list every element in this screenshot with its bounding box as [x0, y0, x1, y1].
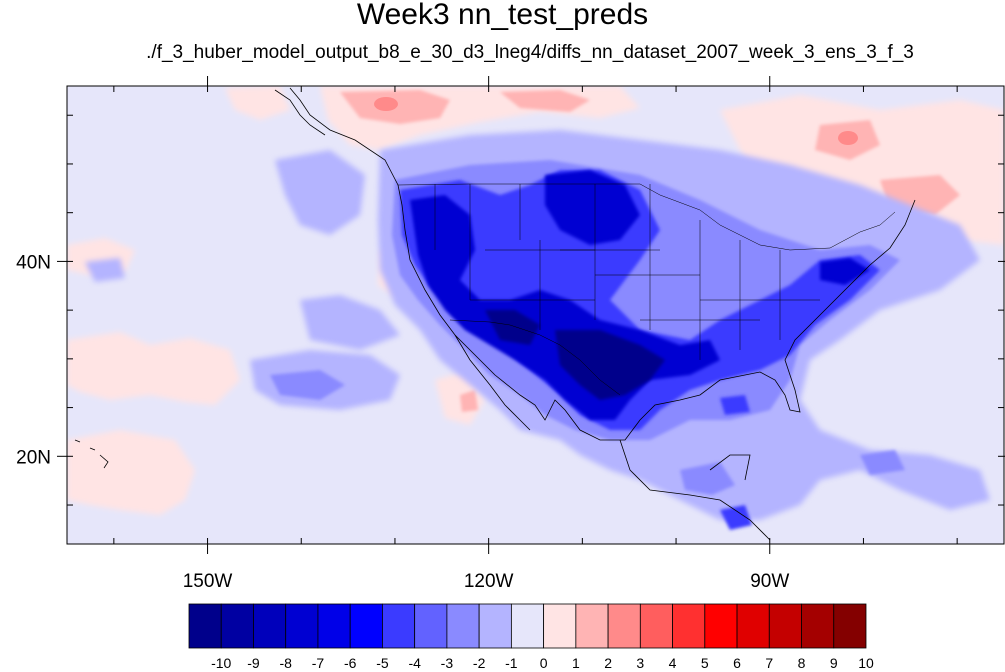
colorbar-swatch	[833, 603, 867, 649]
lon-tick-label: 120W	[464, 571, 514, 592]
colorbar-label: -5	[376, 655, 389, 671]
anomaly-peak	[374, 97, 398, 111]
colorbar-label: 8	[798, 655, 806, 671]
colorbar-label: 2	[604, 655, 612, 671]
colorbar-swatch	[446, 603, 480, 649]
anomaly-patch	[67, 332, 240, 405]
anomaly-patch	[270, 370, 345, 400]
colorbar-label: -3	[441, 655, 454, 671]
colorbar-label: 1	[572, 655, 580, 671]
colorbar-label: 0	[540, 655, 548, 671]
lon-tick-label: 150W	[183, 571, 233, 592]
colorbar-label: 5	[701, 655, 709, 671]
lat-tick-label: 40N	[16, 252, 51, 273]
axis-ticks: 150W 120W 90W 40N 20N	[16, 76, 1005, 592]
coastlines	[74, 87, 916, 541]
anomaly-patch	[500, 90, 590, 112]
colorbar-label: 4	[669, 655, 677, 671]
anomaly-patch	[275, 150, 365, 235]
mexico-gulf-coastline	[619, 439, 771, 541]
colorbar-label: 10	[858, 655, 874, 671]
alaska-coastline	[274, 89, 326, 136]
colorbar-label: -2	[473, 655, 486, 671]
anomaly-patch	[720, 505, 752, 530]
colorbar-label: -1	[505, 655, 518, 671]
colorbar-swatch	[414, 603, 448, 649]
colorbar: -10 -9 -8 -7 -6 -5 -4 -3 -2 -1 0 1 2 3 4 5 6 7 8 9 10	[188, 603, 874, 671]
colorbar-swatch	[607, 603, 641, 649]
anomaly-patch	[460, 390, 478, 412]
colorbar-swatch	[285, 603, 319, 649]
colorbar-swatch	[575, 603, 609, 649]
colorbar-label: 9	[830, 655, 838, 671]
colorbar-label: -4	[408, 655, 421, 671]
us-mexico-border	[449, 319, 621, 396]
hawaii-islands	[74, 439, 109, 469]
colorbar-label: 7	[765, 655, 773, 671]
colorbar-swatch	[672, 603, 706, 649]
colorbar-swatch	[510, 603, 545, 649]
anomaly-patch	[545, 170, 640, 245]
colorbar-swatch	[704, 603, 738, 649]
colorbar-label: -8	[279, 655, 292, 671]
us-canada-border	[397, 183, 896, 251]
anomaly-patch	[820, 258, 870, 285]
colorbar-swatch	[220, 603, 254, 649]
anomaly-peak	[838, 131, 858, 145]
colorbar-swatch	[188, 603, 222, 649]
colorbar-label: -9	[247, 655, 260, 671]
chart-title: Week3 nn_test_preds	[356, 0, 649, 31]
colorbar-swatch	[382, 603, 416, 649]
colorbar-swatch	[768, 603, 802, 649]
colorbar-label: 6	[733, 655, 741, 671]
anomaly-patch	[555, 330, 665, 400]
anomaly-patch	[720, 395, 750, 415]
lon-tick-label: 90W	[750, 571, 789, 592]
borders	[397, 183, 896, 396]
colorbar-label: 3	[636, 655, 644, 671]
colorbar-swatch	[478, 603, 512, 649]
colorbar-swatch	[317, 603, 351, 649]
colorbar-swatch	[253, 603, 287, 649]
anomaly-patch	[860, 450, 905, 475]
colorbar-label: -10	[211, 655, 231, 671]
colorbar-label: -7	[312, 655, 325, 671]
baja-coastline	[454, 334, 531, 431]
colorbar-label: -6	[344, 655, 357, 671]
plot-area	[66, 85, 1005, 545]
chart-subtitle: ./f_3_huber_model_output_b8_e_30_d3_lneg…	[146, 42, 914, 63]
north-america-coastline	[289, 87, 916, 441]
colorbar-swatch	[349, 603, 383, 649]
colorbar-swatch	[736, 603, 770, 649]
anomaly-patch	[225, 86, 290, 120]
anomaly-patch	[67, 430, 195, 515]
colorbar-swatch	[801, 603, 835, 649]
anomaly-patch	[85, 258, 125, 282]
yucatan-coastline	[709, 454, 751, 481]
state-lines	[434, 184, 820, 360]
colorbar-swatch	[639, 603, 673, 649]
plot-frame	[66, 85, 1005, 545]
anomaly-patch	[485, 310, 540, 345]
lat-tick-label: 20N	[16, 447, 51, 468]
negative-anomaly-extreme	[485, 310, 665, 400]
colorbar-swatch	[543, 603, 577, 649]
anomaly-patch	[680, 462, 735, 495]
anomaly-patch	[300, 295, 400, 350]
